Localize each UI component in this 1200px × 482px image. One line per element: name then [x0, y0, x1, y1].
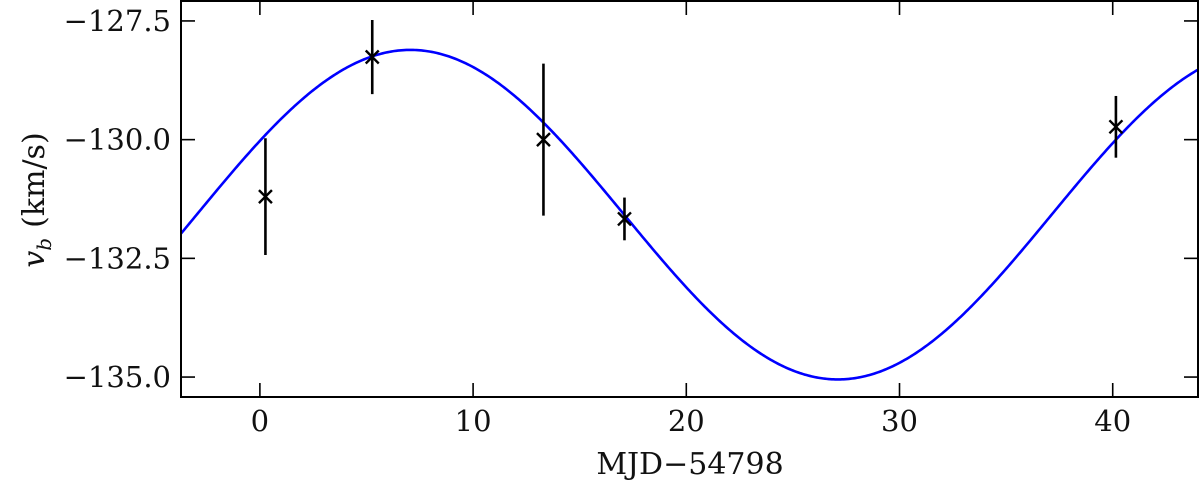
x-axis: 0 10 20 30 40	[251, 1, 1131, 438]
x-marker-icon	[617, 211, 632, 227]
sine-fit-line	[181, 48, 1198, 381]
y-tick-label: −135.0	[64, 360, 171, 394]
x-marker-icon	[536, 132, 551, 147]
y-tick-label: −127.5	[64, 4, 171, 38]
y-tick-label: −132.5	[64, 241, 171, 275]
x-axis-label: MJD−54798	[596, 447, 783, 482]
data-point	[617, 197, 632, 241]
x-tick-label: 30	[881, 404, 918, 438]
data-point	[258, 138, 273, 256]
y-axis: −127.5 −130.0 −132.5 −135.0	[64, 4, 1198, 394]
data-point	[364, 19, 380, 95]
x-tick-label: 40	[1094, 404, 1131, 438]
fit-curve	[181, 48, 1198, 381]
plot-frame	[180, 0, 1199, 398]
x-marker-icon	[258, 189, 273, 204]
y-axis-label: vb(km/s)	[17, 132, 56, 267]
x-tick-label: 10	[455, 404, 492, 438]
data-point	[536, 63, 551, 216]
x-tick-label: 20	[668, 404, 705, 438]
x-tick-label: 0	[251, 404, 269, 438]
data-points	[258, 19, 1124, 256]
x-marker-icon	[364, 49, 380, 65]
y-tick-label: −130.0	[64, 123, 171, 157]
data-point	[1108, 95, 1124, 158]
x-marker-icon	[1108, 119, 1124, 135]
svg-text:vb(km/s): vb(km/s)	[17, 132, 56, 267]
